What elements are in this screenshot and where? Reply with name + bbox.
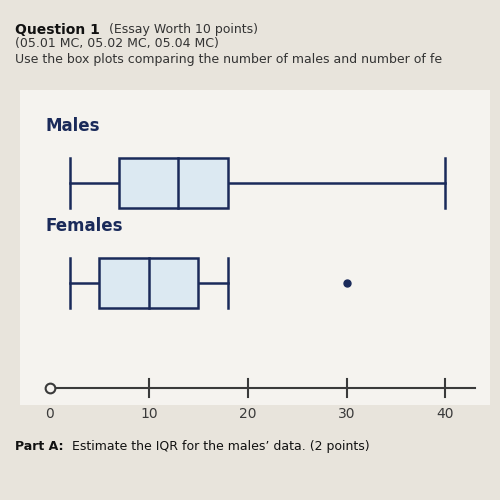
Text: 20: 20 (239, 406, 256, 420)
Text: 0: 0 (46, 406, 54, 420)
Text: Part A:: Part A: (15, 440, 64, 453)
Text: Estimate the IQR for the males’ data. (2 points): Estimate the IQR for the males’ data. (2… (68, 440, 369, 453)
FancyBboxPatch shape (20, 90, 490, 405)
Text: 10: 10 (140, 406, 158, 420)
Text: Females: Females (45, 217, 122, 235)
Text: 40: 40 (436, 406, 454, 420)
FancyBboxPatch shape (119, 158, 228, 208)
Text: Question 1: Question 1 (15, 22, 100, 36)
Text: (05.01 MC, 05.02 MC, 05.04 MC): (05.01 MC, 05.02 MC, 05.04 MC) (15, 38, 219, 51)
Text: Males: Males (45, 117, 100, 135)
FancyBboxPatch shape (100, 258, 198, 308)
Text: (Essay Worth 10 points): (Essay Worth 10 points) (105, 22, 258, 36)
Text: Use the box plots comparing the number of males and number of fe: Use the box plots comparing the number o… (15, 54, 442, 66)
Text: 30: 30 (338, 406, 355, 420)
